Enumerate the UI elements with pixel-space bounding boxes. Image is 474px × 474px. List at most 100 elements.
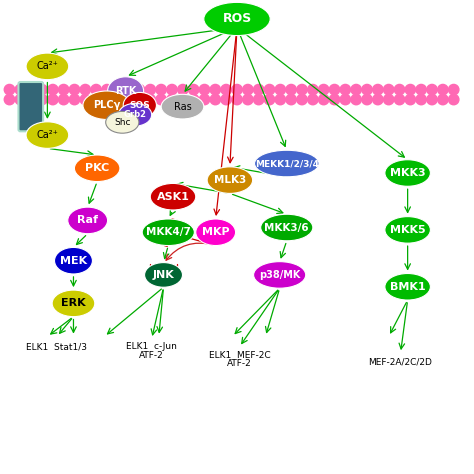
- Text: Ca²⁺: Ca²⁺: [36, 130, 58, 140]
- Circle shape: [58, 84, 69, 95]
- Ellipse shape: [385, 273, 430, 300]
- Circle shape: [134, 84, 145, 95]
- Text: Ras: Ras: [173, 101, 191, 112]
- Text: ATF-2: ATF-2: [139, 351, 164, 360]
- Circle shape: [362, 84, 372, 95]
- Text: PLCγ: PLCγ: [93, 100, 120, 110]
- Circle shape: [4, 94, 15, 105]
- Circle shape: [15, 94, 26, 105]
- Circle shape: [416, 94, 427, 105]
- Circle shape: [80, 94, 91, 105]
- Circle shape: [243, 94, 253, 105]
- Circle shape: [438, 94, 448, 105]
- Text: Grb2: Grb2: [124, 110, 146, 119]
- Circle shape: [156, 84, 166, 95]
- Circle shape: [275, 94, 285, 105]
- Text: ELK1  Stat1/3: ELK1 Stat1/3: [27, 342, 87, 351]
- Circle shape: [254, 94, 264, 105]
- Circle shape: [199, 94, 210, 105]
- Circle shape: [438, 84, 448, 95]
- Ellipse shape: [204, 2, 270, 36]
- Circle shape: [362, 94, 372, 105]
- Circle shape: [308, 94, 318, 105]
- Text: RTK: RTK: [115, 86, 137, 96]
- Circle shape: [69, 84, 80, 95]
- Circle shape: [189, 84, 199, 95]
- Circle shape: [351, 84, 361, 95]
- Text: MKK3/6: MKK3/6: [264, 222, 309, 233]
- Circle shape: [134, 94, 145, 105]
- Text: ELK1  MEF-2C: ELK1 MEF-2C: [209, 351, 270, 360]
- Ellipse shape: [68, 207, 108, 234]
- Ellipse shape: [150, 183, 196, 210]
- Circle shape: [297, 94, 307, 105]
- Circle shape: [221, 94, 231, 105]
- Circle shape: [448, 84, 459, 95]
- Ellipse shape: [385, 160, 430, 186]
- Circle shape: [373, 84, 383, 95]
- Circle shape: [319, 84, 329, 95]
- Circle shape: [351, 94, 361, 105]
- Ellipse shape: [83, 91, 130, 119]
- Circle shape: [394, 94, 405, 105]
- Circle shape: [113, 84, 123, 95]
- Circle shape: [383, 84, 394, 95]
- Circle shape: [80, 84, 91, 95]
- Ellipse shape: [255, 150, 319, 177]
- Circle shape: [319, 94, 329, 105]
- Circle shape: [405, 84, 416, 95]
- Circle shape: [69, 94, 80, 105]
- Circle shape: [102, 84, 112, 95]
- Ellipse shape: [74, 155, 120, 182]
- Text: MKP: MKP: [202, 227, 229, 237]
- Circle shape: [243, 84, 253, 95]
- Circle shape: [178, 94, 188, 105]
- Text: Ca²⁺: Ca²⁺: [36, 61, 58, 72]
- Ellipse shape: [55, 247, 92, 274]
- Circle shape: [264, 84, 275, 95]
- Circle shape: [26, 94, 36, 105]
- Circle shape: [416, 84, 427, 95]
- Text: ROS: ROS: [222, 12, 252, 26]
- Text: MKK3: MKK3: [390, 168, 426, 178]
- Circle shape: [286, 94, 296, 105]
- Text: MLK3: MLK3: [214, 175, 246, 185]
- Text: PKC: PKC: [85, 163, 109, 173]
- Circle shape: [210, 94, 220, 105]
- Circle shape: [394, 84, 405, 95]
- Circle shape: [448, 94, 459, 105]
- Text: MEF-2A/2C/2D: MEF-2A/2C/2D: [369, 358, 432, 367]
- Circle shape: [156, 94, 166, 105]
- Ellipse shape: [385, 217, 430, 243]
- Circle shape: [4, 84, 15, 95]
- Text: Shc: Shc: [114, 118, 130, 127]
- Circle shape: [145, 94, 155, 105]
- Circle shape: [373, 94, 383, 105]
- Circle shape: [329, 84, 340, 95]
- Text: MKK5: MKK5: [390, 225, 426, 235]
- Circle shape: [383, 94, 394, 105]
- Circle shape: [232, 84, 242, 95]
- Ellipse shape: [118, 103, 152, 126]
- Circle shape: [232, 94, 242, 105]
- Circle shape: [91, 84, 101, 95]
- Text: MKK4/7: MKK4/7: [146, 227, 191, 237]
- Circle shape: [275, 84, 285, 95]
- Circle shape: [329, 94, 340, 105]
- Circle shape: [145, 84, 155, 95]
- Circle shape: [47, 84, 58, 95]
- Circle shape: [264, 94, 275, 105]
- Circle shape: [26, 84, 36, 95]
- Circle shape: [15, 84, 26, 95]
- Circle shape: [167, 94, 177, 105]
- Ellipse shape: [108, 77, 144, 105]
- Circle shape: [210, 84, 220, 95]
- Text: ERK: ERK: [61, 298, 86, 309]
- Circle shape: [113, 94, 123, 105]
- Ellipse shape: [161, 94, 204, 119]
- Circle shape: [123, 94, 134, 105]
- Circle shape: [167, 84, 177, 95]
- Ellipse shape: [26, 53, 69, 80]
- Circle shape: [308, 84, 318, 95]
- Text: Raf: Raf: [77, 215, 98, 226]
